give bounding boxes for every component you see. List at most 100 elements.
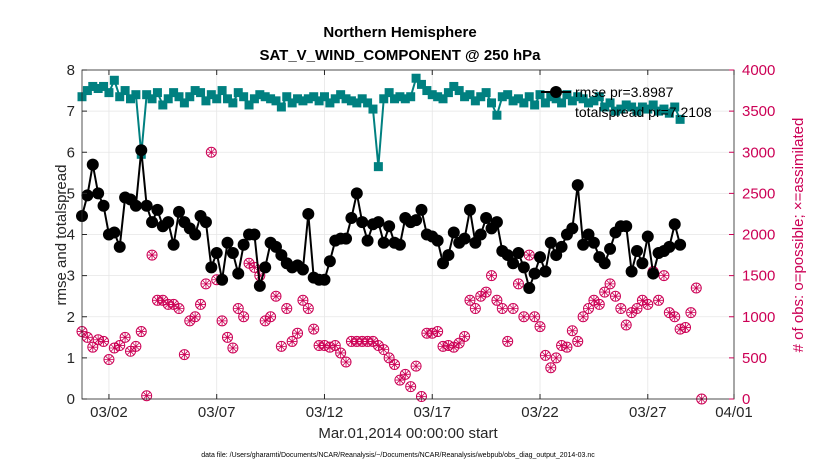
spread-point-26 — [217, 86, 227, 96]
spread-point-95 — [589, 96, 599, 106]
spread-point-103 — [632, 106, 642, 116]
spread-point-8 — [120, 86, 130, 96]
obs-point-35 — [265, 311, 277, 323]
spread-point-33 — [255, 90, 265, 100]
spread-point-46 — [325, 98, 335, 108]
rmse-point-23 — [199, 216, 212, 229]
spread-point-24 — [206, 90, 216, 100]
obs-point-13 — [146, 249, 158, 261]
x-tick-label-2: 03/12 — [306, 404, 344, 421]
spread-point-16 — [163, 94, 173, 104]
obs-point-49 — [340, 356, 352, 368]
obs-point-48 — [335, 347, 347, 359]
spread-point-69 — [449, 81, 459, 91]
spread-point-41 — [298, 96, 308, 106]
spread-point-10 — [131, 90, 141, 100]
spread-point-7 — [115, 92, 125, 102]
obs-point-82 — [518, 311, 530, 323]
obs-point-47 — [329, 340, 341, 352]
rmse-point-59 — [393, 238, 406, 251]
spread-point-31 — [244, 100, 254, 110]
plot-series — [76, 73, 708, 405]
rmse-point-49 — [340, 232, 353, 245]
rmse-point-29 — [232, 267, 245, 280]
obs-point-99 — [609, 290, 621, 302]
spread-point-72 — [465, 90, 475, 100]
x-tick-label-6: 04/01 — [715, 404, 753, 421]
rmse-point-106 — [647, 267, 660, 280]
spread-point-13 — [147, 94, 157, 104]
spread-point-64 — [422, 86, 432, 96]
obs-point-81 — [512, 278, 524, 290]
obs-point-24 — [205, 146, 217, 158]
rmse-point-81 — [512, 247, 525, 260]
spread-point-55 — [373, 162, 383, 172]
spread-point-77 — [492, 110, 502, 120]
legend-rmse-marker — [550, 86, 562, 98]
spread-point-83 — [524, 92, 534, 102]
spread-point-91 — [567, 96, 577, 106]
spread-point-105 — [643, 104, 653, 114]
spread-point-36 — [271, 96, 281, 106]
spread-point-59 — [395, 92, 405, 102]
rmse-point-46 — [323, 255, 336, 268]
rmse-point-71 — [458, 232, 471, 245]
spread-point-65 — [427, 90, 437, 100]
obs-point-87 — [545, 362, 557, 374]
spread-point-84 — [530, 100, 540, 110]
rmse-point-91 — [566, 222, 579, 235]
obs-point-58 — [389, 358, 401, 370]
spread-point-111 — [675, 114, 685, 124]
axis-ticks: 03/02 03/07 03/12 03/17 03/22 03/27 04/0101234… — [67, 62, 776, 421]
y-left-tick-label-3: 3 — [67, 268, 75, 285]
spread-point-25 — [212, 94, 222, 104]
obs-point-39 — [286, 335, 298, 347]
obs-point-30 — [238, 311, 250, 323]
rmse-point-4 — [97, 199, 110, 212]
rmse-point-75 — [480, 212, 493, 225]
rmse-point-105 — [641, 230, 654, 243]
rmse-point-14 — [151, 203, 164, 216]
spread-point-89 — [557, 98, 567, 108]
rmse-point-34 — [259, 261, 272, 274]
spread-point-38 — [282, 92, 292, 102]
spread-point-3 — [93, 84, 103, 94]
obs-point-108 — [658, 270, 670, 282]
obs-point-56 — [378, 344, 390, 356]
spread-point-40 — [293, 94, 303, 104]
spread-point-12 — [142, 90, 152, 100]
rmse-point-3 — [92, 187, 105, 200]
spread-point-18 — [174, 92, 184, 102]
obs-point-71 — [459, 330, 471, 342]
spread-point-85 — [535, 90, 545, 100]
rmse-point-24 — [205, 261, 218, 274]
rmse-point-56 — [377, 236, 390, 249]
spread-point-4 — [99, 81, 109, 91]
rmse-point-83 — [523, 281, 536, 294]
obs-point-29 — [232, 303, 244, 315]
spread-point-58 — [390, 94, 400, 104]
spread-point-88 — [551, 94, 561, 104]
rmse-point-74 — [474, 228, 487, 241]
rmse-point-93 — [577, 238, 590, 251]
rmse-point-89 — [555, 240, 568, 253]
spread-point-50 — [346, 96, 356, 106]
obs-point-63 — [415, 391, 427, 403]
rmse-point-16 — [162, 216, 175, 229]
spread-point-9 — [125, 94, 135, 104]
obs-point-57 — [383, 352, 395, 364]
spread-point-60 — [400, 94, 410, 104]
rmse-point-18 — [172, 205, 185, 218]
obs-point-61 — [405, 381, 417, 393]
rmse-point-80 — [507, 257, 520, 270]
spread-point-15 — [158, 100, 168, 110]
rmse-point-92 — [571, 179, 584, 192]
rmse-point-45 — [318, 273, 331, 286]
y-left-tick-label-4: 4 — [67, 227, 75, 244]
y-right-tick-label-8: 4000 — [742, 62, 775, 79]
y-right-tick-label-7: 3500 — [742, 103, 775, 120]
obs-point-62 — [410, 360, 422, 372]
spread-point-6 — [109, 75, 119, 85]
spread-point-62 — [411, 73, 421, 83]
